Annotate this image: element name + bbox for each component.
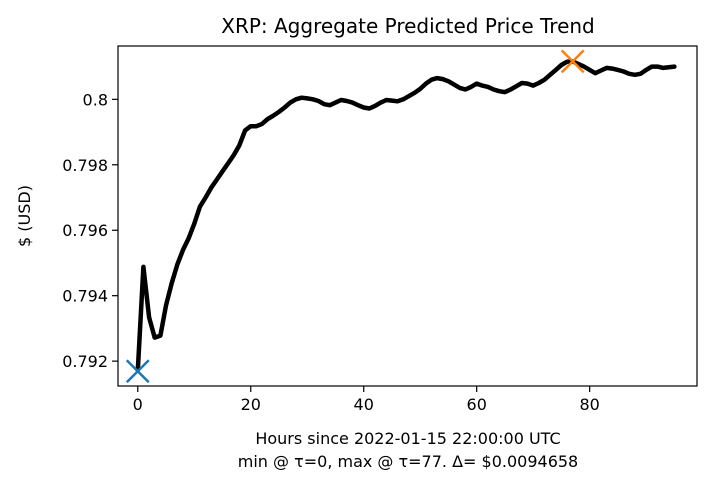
y-axis-ticks: 0.792 0.794 0.796 0.798 0.8 [62, 90, 118, 371]
y-tick-label: 0.798 [62, 156, 108, 175]
x-axis-ticks: 0 20 40 60 80 [133, 386, 600, 414]
y-tick-label: 0.794 [62, 287, 108, 306]
x-tick-label: 80 [579, 395, 599, 414]
price-series-line [135, 59, 677, 373]
x-axis-label: Hours since 2022-01-15 22:00:00 UTC [255, 429, 560, 448]
extrema-markers [125, 49, 585, 384]
min-marker [125, 359, 150, 384]
x-axis-sublabel: min @ τ=0, max @ τ=77. Δ= $0.0094658 [238, 452, 578, 471]
axes-frame [117, 45, 698, 387]
plot-area: 0 20 40 60 80 0.792 0.794 0.796 0.798 0.8 [62, 45, 698, 414]
x-tick-label: 60 [467, 395, 487, 414]
y-axis-label: $ (USD) [15, 185, 34, 247]
y-tick-label: 0.8 [83, 90, 108, 109]
max-marker [560, 49, 585, 74]
x-tick-label: 40 [354, 395, 374, 414]
y-tick-label: 0.792 [62, 352, 108, 371]
x-tick-label: 20 [241, 395, 261, 414]
chart-title: XRP: Aggregate Predicted Price Trend [221, 14, 595, 38]
y-tick-label: 0.796 [62, 221, 108, 240]
x-tick-label: 0 [133, 395, 143, 414]
